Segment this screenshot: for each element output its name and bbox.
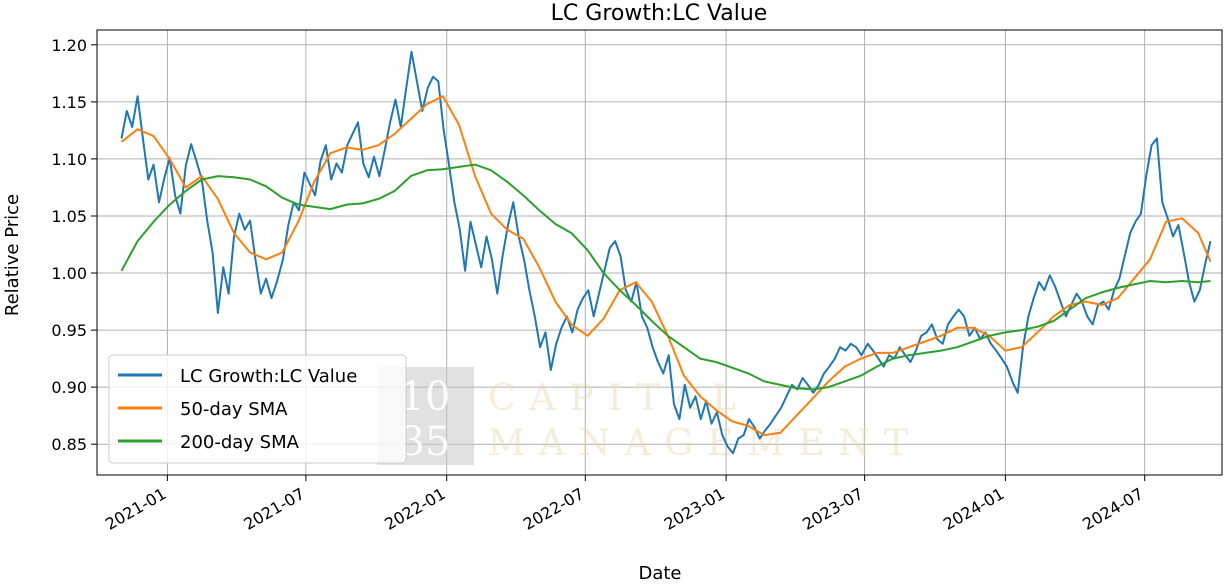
series-layer (120, 50, 1212, 455)
y-tick-label: 0.95 (51, 321, 87, 340)
x-tick-label: 2021-01 (102, 484, 169, 534)
y-tick-label: 0.90 (51, 378, 87, 397)
watermark-number-top: 10 (400, 374, 451, 420)
x-tick-label: 2022-01 (381, 484, 448, 534)
x-tick-label: 2024-07 (1079, 484, 1146, 534)
x-tick-label: 2022-07 (520, 484, 587, 534)
x-tick-label: 2021-07 (240, 484, 307, 534)
legend-label-200-day-sma: 200-day SMA (180, 432, 300, 453)
watermark-word-top: CAPITAL (488, 378, 750, 419)
y-tick-label: 1.20 (51, 36, 87, 55)
x-axis: 2021-01 2021-07 2022-01 2022-07 2023-01 2023-… (102, 475, 1147, 534)
y-tick-label: 1.15 (51, 93, 87, 112)
legend-label-lc-growth-lc-value: LC Growth:LC Value (180, 366, 357, 387)
y-tick-label: 1.10 (51, 150, 87, 169)
y-axis-label: Relative Price (2, 194, 23, 316)
legend-frame (108, 354, 407, 464)
x-tick-label: 2023-01 (661, 484, 728, 534)
y-axis: 0.85 0.90 0.95 1.00 1.05 1.10 1.15 1.20 (51, 36, 97, 454)
y-tick-label: 1.05 (51, 207, 87, 226)
watermark-word-bottom: MANAGEMENT (488, 423, 922, 464)
legend-label-50-day-sma: 50-day SMA (180, 399, 288, 420)
x-tick-label: 2024-01 (940, 484, 1007, 534)
y-tick-label: 0.85 (51, 435, 87, 454)
watermark-number-bottom: 35 (400, 419, 451, 465)
y-tick-label: 1.00 (51, 264, 87, 283)
series-line-200-day-sma (120, 163, 1211, 391)
x-axis-label: Date (638, 563, 681, 584)
legend: LC Growth:LC Value 50-day SMA 200-day SM… (108, 354, 407, 464)
series-line-lc-growth-lc-value (120, 50, 1212, 455)
plot-frame (96, 29, 1223, 476)
x-tick-label: 2023-07 (799, 484, 866, 534)
chart-title: LC Growth:LC Value (551, 1, 768, 26)
